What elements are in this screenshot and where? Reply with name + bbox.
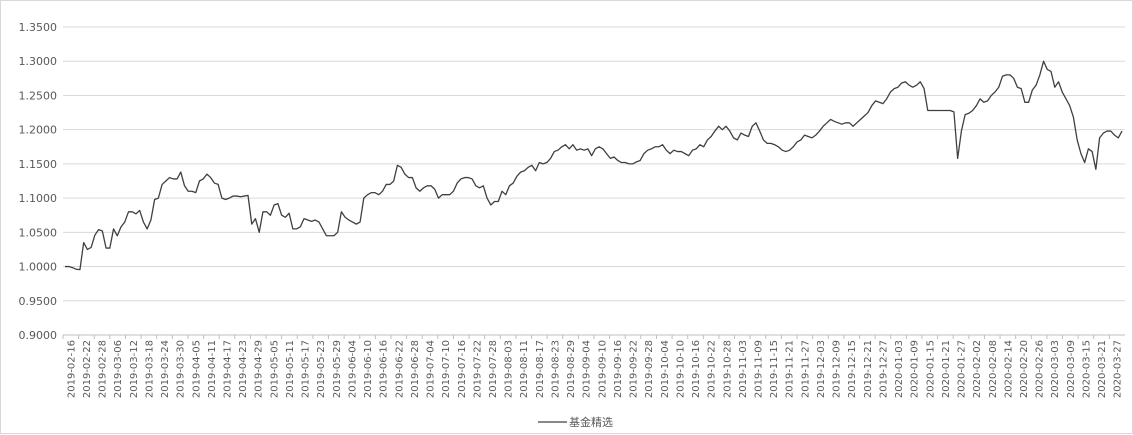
x-tick-label: 2020-03-21	[1097, 340, 1108, 398]
x-tick-label: 2019-10-28	[722, 340, 733, 398]
x-tick-label: 2019-03-30	[176, 340, 187, 398]
y-tick-label: 0.9000	[19, 329, 58, 342]
x-tick-label: 2019-04-05	[191, 340, 202, 398]
x-axis-ticks: 2019-02-16 2019-02-22 2019-02-28 2019-03-06…	[62, 335, 1124, 398]
x-tick-label: 2020-02-14	[1003, 340, 1014, 398]
x-tick-label: 2019-11-03	[738, 340, 749, 398]
y-tick-label: 1.0000	[19, 261, 58, 274]
x-tick-label: 2019-06-16	[379, 340, 390, 398]
y-tick-label: 1.2500	[19, 89, 58, 102]
x-tick-label: 2019-02-22	[82, 340, 93, 398]
x-tick-label: 2019-06-22	[394, 340, 405, 398]
x-tick-label: 2019-08-23	[550, 340, 561, 398]
x-tick-label: 2019-11-21	[785, 340, 796, 398]
x-tick-label: 2019-08-17	[535, 340, 546, 398]
x-tick-label: 2019-02-28	[98, 340, 109, 398]
y-tick-label: 1.1500	[19, 158, 58, 171]
x-tick-label: 2019-12-15	[847, 340, 858, 398]
x-tick-label: 2019-10-22	[707, 340, 718, 398]
y-tick-label: 1.3000	[19, 55, 58, 68]
x-tick-label: 2019-06-04	[347, 340, 358, 398]
y-axis-ticks: 1.3500 1.3000 1.2500 1.2000 1.1500 1.1000 1.05…	[19, 21, 58, 342]
x-tick-label: 2019-05-11	[285, 340, 296, 398]
legend-label: 基金精选	[569, 415, 613, 429]
x-tick-label: 2020-01-15	[925, 340, 936, 398]
x-tick-label: 2019-08-11	[519, 340, 530, 398]
x-tick-label: 2019-07-10	[441, 340, 452, 398]
x-tick-label: 2019-11-27	[800, 340, 811, 398]
x-tick-label: 2019-07-16	[457, 340, 468, 398]
x-tick-label: 2020-03-27	[1113, 340, 1124, 398]
series-line	[65, 60, 1123, 271]
x-tick-label: 2019-12-27	[878, 340, 889, 398]
x-tick-label: 2019-04-17	[222, 340, 233, 398]
x-tick-label: 2020-02-20	[1019, 340, 1030, 398]
x-tick-label: 2019-04-29	[254, 340, 265, 398]
x-tick-label: 2019-12-09	[832, 340, 843, 398]
x-tick-label: 2019-09-04	[582, 340, 593, 398]
x-tick-label: 2019-03-06	[113, 340, 124, 398]
x-tick-label: 2020-02-08	[988, 340, 999, 398]
x-tick-label: 2019-05-17	[301, 340, 312, 398]
x-tick-label: 2020-01-03	[894, 340, 905, 398]
legend: 基金精选	[538, 415, 613, 429]
x-tick-label: 2019-09-22	[629, 340, 640, 398]
x-tick-label: 2019-03-24	[160, 340, 171, 398]
y-tick-label: 0.9500	[19, 295, 58, 308]
y-tick-label: 1.2000	[19, 124, 58, 137]
x-tick-label: 2019-08-29	[566, 340, 577, 398]
y-tick-label: 1.0500	[19, 226, 58, 239]
y-tick-label: 1.1000	[19, 192, 58, 205]
x-tick-label: 2019-12-21	[863, 340, 874, 398]
x-tick-label: 2019-06-28	[410, 340, 421, 398]
x-tick-label: 2019-09-28	[644, 340, 655, 398]
x-tick-label: 2019-11-15	[769, 340, 780, 398]
x-tick-label: 2019-10-16	[691, 340, 702, 398]
x-tick-label: 2020-01-21	[941, 340, 952, 398]
y-tick-label: 1.3500	[19, 21, 58, 34]
x-tick-label: 2020-03-15	[1081, 340, 1092, 398]
x-tick-label: 2019-06-10	[363, 340, 374, 398]
x-tick-label: 2019-07-04	[426, 340, 437, 398]
x-tick-label: 2020-02-02	[972, 340, 983, 398]
x-tick-label: 2019-05-23	[316, 340, 327, 398]
x-tick-label: 2019-10-04	[660, 340, 671, 398]
x-tick-label: 2019-11-09	[753, 340, 764, 398]
x-tick-label: 2019-04-11	[207, 340, 218, 398]
gridlines	[63, 26, 1125, 336]
x-tick-label: 2020-01-27	[957, 340, 968, 398]
x-tick-label: 2019-07-28	[488, 340, 499, 398]
x-tick-label: 2019-05-05	[269, 340, 280, 398]
x-tick-label: 2020-02-26	[1035, 340, 1046, 398]
x-tick-label: 2019-03-12	[129, 340, 140, 398]
x-tick-label: 2019-12-03	[816, 340, 827, 398]
x-tick-label: 2019-09-16	[613, 340, 624, 398]
x-tick-label: 2019-10-10	[675, 340, 686, 398]
x-tick-label: 2019-03-18	[144, 340, 155, 398]
x-tick-label: 2019-04-23	[238, 340, 249, 398]
x-tick-label: 2019-02-16	[66, 340, 77, 398]
x-tick-label: 2020-03-03	[1050, 340, 1061, 398]
x-tick-label: 2020-01-09	[910, 340, 921, 398]
x-tick-label: 2019-09-10	[597, 340, 608, 398]
x-tick-label: 2019-07-22	[472, 340, 483, 398]
x-tick-label: 2019-08-03	[504, 340, 515, 398]
x-tick-label: 2020-03-09	[1066, 340, 1077, 398]
x-tick-label: 2019-05-29	[332, 340, 343, 398]
